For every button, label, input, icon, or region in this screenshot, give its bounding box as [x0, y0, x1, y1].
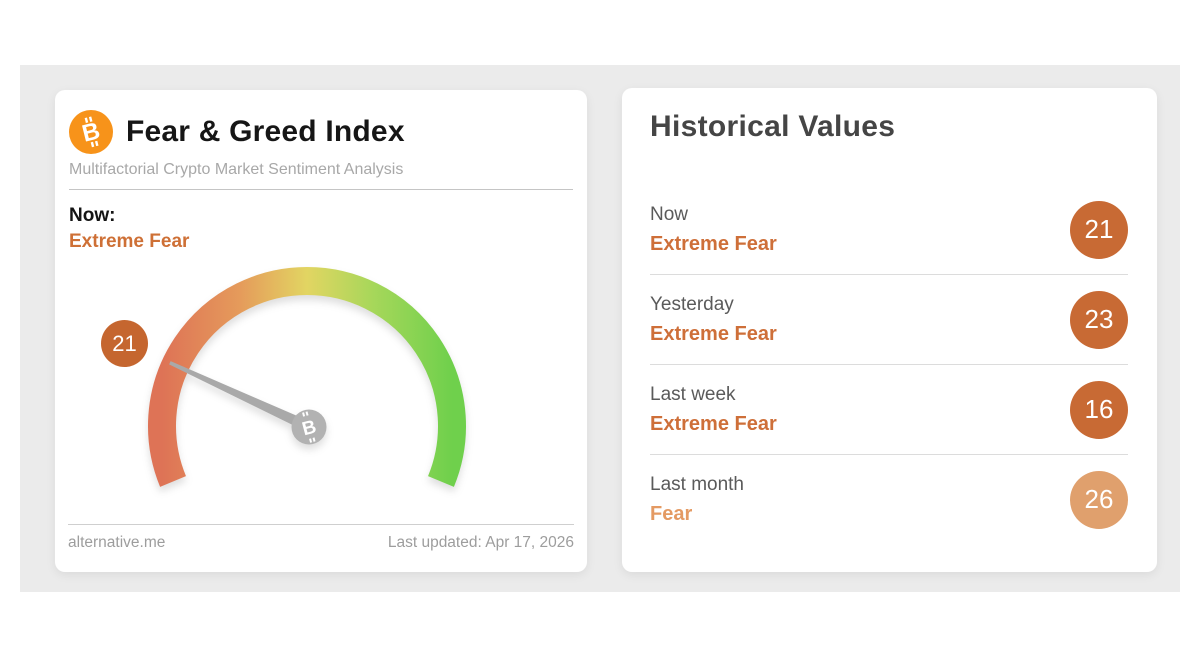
fng-footer: alternative.me Last updated: Apr 17, 202… [68, 534, 574, 552]
value-badge: 23 [1070, 290, 1128, 349]
alternative-me-link[interactable]: alternative.me [68, 534, 166, 551]
row-label: Now [650, 203, 689, 225]
row-label: Yesterday [650, 293, 734, 315]
row-sentiment: Extreme Fear [650, 412, 777, 435]
gauge-chart: B [148, 267, 466, 487]
gauge-hub: B [291, 409, 327, 445]
fear-greed-card: B Fear & Greed Index Multifactorial Cryp… [55, 90, 587, 572]
gauge-arc [148, 267, 466, 487]
gauge-needle [169, 361, 304, 429]
bitcoin-glyph: B [79, 117, 102, 147]
historical-rows: Now Extreme Fear 21 Yesterday Extreme Fe… [650, 185, 1128, 544]
last-updated-text: Last updated: Apr 17, 2026 [387, 534, 574, 551]
now-sentiment: Extreme Fear [69, 231, 190, 252]
historical-values-card: Historical Values Now Extreme Fear 21 Ye… [622, 88, 1157, 572]
now-label: Now: [69, 205, 116, 226]
card-subtitle: Multifactorial Crypto Market Sentiment A… [69, 161, 404, 178]
historical-row-now: Now Extreme Fear 21 [650, 185, 1128, 275]
footer-divider [68, 524, 574, 525]
row-label: Last month [650, 473, 744, 495]
row-sentiment: Fear [650, 502, 693, 525]
row-label: Last week [650, 383, 736, 405]
widget-background: B Fear & Greed Index Multifactorial Cryp… [20, 65, 1180, 592]
row-sentiment: Extreme Fear [650, 232, 777, 255]
historical-row-yesterday: Yesterday Extreme Fear 23 [650, 275, 1128, 365]
historical-row-last-month: Last month Fear 26 [650, 455, 1128, 544]
historical-title: Historical Values [650, 110, 896, 143]
card-title: Fear & Greed Index [126, 115, 405, 148]
historical-row-last-week: Last week Extreme Fear 16 [650, 365, 1128, 455]
header-divider [69, 189, 573, 190]
value-badge: 16 [1070, 380, 1128, 439]
bitcoin-icon: B [69, 110, 113, 154]
row-sentiment: Extreme Fear [650, 322, 777, 345]
gauge: B 21 [55, 260, 587, 505]
gauge-value-badge: 21 [101, 320, 148, 367]
value-badge: 26 [1070, 470, 1128, 529]
fng-header: B Fear & Greed Index [69, 110, 573, 154]
hub-bitcoin-glyph: B [300, 417, 319, 441]
value-badge: 21 [1070, 200, 1128, 259]
